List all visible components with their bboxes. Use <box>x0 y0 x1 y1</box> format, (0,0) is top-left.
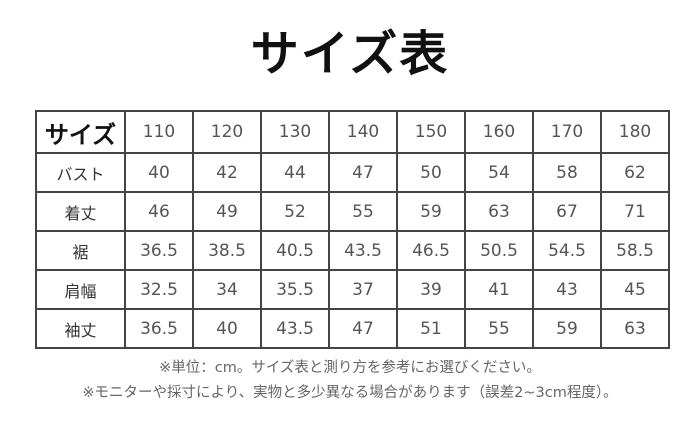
value-cell: 47 <box>328 152 398 193</box>
table-row: 着丈 46 49 52 55 59 63 67 71 <box>35 191 670 232</box>
value-cell: 50 <box>396 152 466 193</box>
header-row: サイズ 110 120 130 140 150 160 170 180 <box>35 110 670 154</box>
value-cell: 63 <box>600 308 670 349</box>
value-cell: 35.5 <box>260 269 330 310</box>
value-cell: 40.5 <box>260 230 330 271</box>
size-header-cell: 110 <box>124 110 194 154</box>
value-cell: 40 <box>124 152 194 193</box>
row-label: バスト <box>35 152 126 193</box>
size-table: サイズ 110 120 130 140 150 160 170 180 バスト 40 42 44 47 50… <box>35 110 670 349</box>
value-cell: 58.5 <box>600 230 670 271</box>
value-cell: 55 <box>464 308 534 349</box>
row-label: 着丈 <box>35 191 126 232</box>
size-header-cell: 120 <box>192 110 262 154</box>
size-header-cell: 180 <box>600 110 670 154</box>
value-cell: 63 <box>464 191 534 232</box>
value-cell: 43.5 <box>328 230 398 271</box>
row-label: 肩幅 <box>35 269 126 310</box>
value-cell: 62 <box>600 152 670 193</box>
value-cell: 46.5 <box>396 230 466 271</box>
value-cell: 37 <box>328 269 398 310</box>
value-cell: 49 <box>192 191 262 232</box>
value-cell: 59 <box>396 191 466 232</box>
table-row: 肩幅 32.5 34 35.5 37 39 41 43 45 <box>35 269 670 310</box>
value-cell: 41 <box>464 269 534 310</box>
value-cell: 52 <box>260 191 330 232</box>
table-row: 袖丈 36.5 40 43.5 47 51 55 59 63 <box>35 308 670 349</box>
value-cell: 71 <box>600 191 670 232</box>
value-cell: 34 <box>192 269 262 310</box>
value-cell: 55 <box>328 191 398 232</box>
value-cell: 44 <box>260 152 330 193</box>
row-label: 裾 <box>35 230 126 271</box>
value-cell: 36.5 <box>124 230 194 271</box>
table-row: バスト 40 42 44 47 50 54 58 62 <box>35 152 670 193</box>
unit-note: ※単位：cm。サイズ表と測り方を参考にお選びください。 <box>159 360 541 376</box>
value-cell: 54.5 <box>532 230 602 271</box>
size-header-cell: 170 <box>532 110 602 154</box>
size-header-cell: 150 <box>396 110 466 154</box>
value-cell: 46 <box>124 191 194 232</box>
value-cell: 54 <box>464 152 534 193</box>
page-title: サイズ表 <box>250 26 450 82</box>
size-header-cell: 140 <box>328 110 398 154</box>
header-label: サイズ <box>35 110 126 154</box>
value-cell: 58 <box>532 152 602 193</box>
value-cell: 42 <box>192 152 262 193</box>
value-cell: 36.5 <box>124 308 194 349</box>
value-cell: 38.5 <box>192 230 262 271</box>
size-header-cell: 130 <box>260 110 330 154</box>
value-cell: 67 <box>532 191 602 232</box>
value-cell: 47 <box>328 308 398 349</box>
size-header-cell: 160 <box>464 110 534 154</box>
value-cell: 40 <box>192 308 262 349</box>
value-cell: 32.5 <box>124 269 194 310</box>
value-cell: 43 <box>532 269 602 310</box>
measurement-note: ※モニターや採寸により、実物と多少異なる場合があります（誤差2~3cm程度）。 <box>82 385 618 401</box>
value-cell: 43.5 <box>260 308 330 349</box>
value-cell: 39 <box>396 269 466 310</box>
row-label: 袖丈 <box>35 308 126 349</box>
table-row: 裾 36.5 38.5 40.5 43.5 46.5 50.5 54.5 58.5 <box>35 230 670 271</box>
value-cell: 45 <box>600 269 670 310</box>
value-cell: 59 <box>532 308 602 349</box>
value-cell: 50.5 <box>464 230 534 271</box>
value-cell: 51 <box>396 308 466 349</box>
